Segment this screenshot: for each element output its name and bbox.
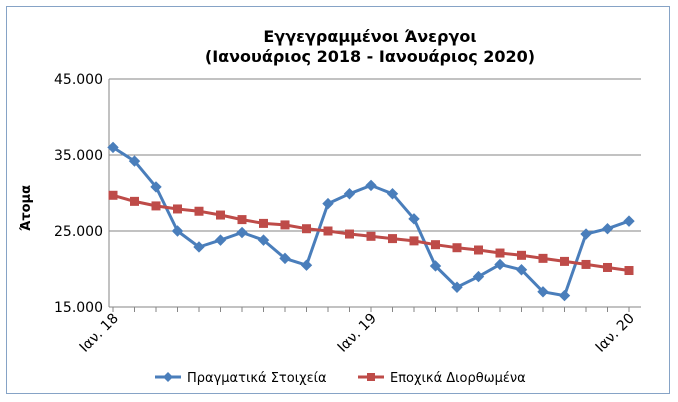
data-point <box>257 234 270 246</box>
x-tick-label: Ιαν. 20 <box>593 311 638 356</box>
y-axis-label: Άτομα <box>19 185 34 231</box>
chart-subtitle: (Ιανουάριος 2018 - Ιανουάριος 2020) <box>205 47 535 66</box>
gridlines <box>109 78 641 232</box>
data-point <box>194 206 204 216</box>
data-point <box>323 226 333 236</box>
data-point <box>388 234 397 244</box>
data-point <box>151 201 161 211</box>
data-point <box>173 204 182 214</box>
data-point <box>452 243 462 253</box>
legend: Πραγματικά Στοιχεία Εποχικά Διορθωμένα <box>155 371 526 386</box>
data-point <box>366 231 376 241</box>
data-point <box>451 281 463 293</box>
data-point <box>623 215 635 227</box>
data-point <box>603 262 612 272</box>
legend-label: Εποχικά Διορθωμένα <box>390 371 526 386</box>
data-point <box>214 234 227 246</box>
legend-marker <box>163 372 173 382</box>
data-point <box>259 218 268 228</box>
data-point <box>237 215 247 225</box>
data-point <box>601 223 614 235</box>
data-point <box>429 260 442 272</box>
data-point <box>193 241 205 253</box>
data-point <box>108 190 118 200</box>
data-point <box>302 224 311 234</box>
series-line <box>112 146 630 298</box>
data-point <box>409 236 419 246</box>
legend-label: Πραγματικά Στοιχεία <box>187 371 327 386</box>
data-point <box>171 225 184 237</box>
data-point <box>343 188 356 200</box>
x-tick-label: Ιαν. 19 <box>335 311 380 356</box>
data-point <box>300 259 313 271</box>
data-point <box>345 229 354 239</box>
data-point <box>538 253 548 263</box>
data-point <box>515 264 528 276</box>
legend-marker <box>367 373 375 381</box>
y-tick-label: 35.000 <box>54 148 103 164</box>
data-point <box>580 228 592 240</box>
data-point <box>431 240 440 250</box>
data-point <box>236 226 248 239</box>
data-point <box>150 181 162 193</box>
data-point <box>322 197 334 210</box>
data-point <box>472 270 485 283</box>
y-tick-label: 15.000 <box>54 300 103 316</box>
x-tick-label: Ιαν. 18 <box>77 311 122 356</box>
y-tick-label: 25.000 <box>54 224 103 240</box>
chart-title: Εγγεγραμμένοι Άνεργοι <box>263 27 476 46</box>
data-point <box>560 256 569 266</box>
data-point <box>365 179 377 192</box>
data-point <box>474 245 483 255</box>
data-point <box>408 213 420 225</box>
data-point <box>517 250 526 260</box>
data-point <box>624 266 634 276</box>
data-point <box>279 252 291 265</box>
series-layer <box>107 141 635 302</box>
data-point <box>130 196 139 206</box>
data-point <box>386 188 399 200</box>
data-point <box>494 258 506 271</box>
data-point <box>216 210 225 220</box>
data-point <box>128 155 141 167</box>
axes: 15.000 25.000 35.000 45.000 Ιαν. 18 Ιαν. 19 Ια… <box>54 72 641 356</box>
data-point <box>495 248 505 258</box>
data-point <box>581 259 591 269</box>
data-point <box>280 220 290 230</box>
data-point <box>558 289 571 302</box>
y-tick-label: 45.000 <box>54 72 103 88</box>
data-point <box>107 141 119 154</box>
data-point <box>537 286 549 298</box>
